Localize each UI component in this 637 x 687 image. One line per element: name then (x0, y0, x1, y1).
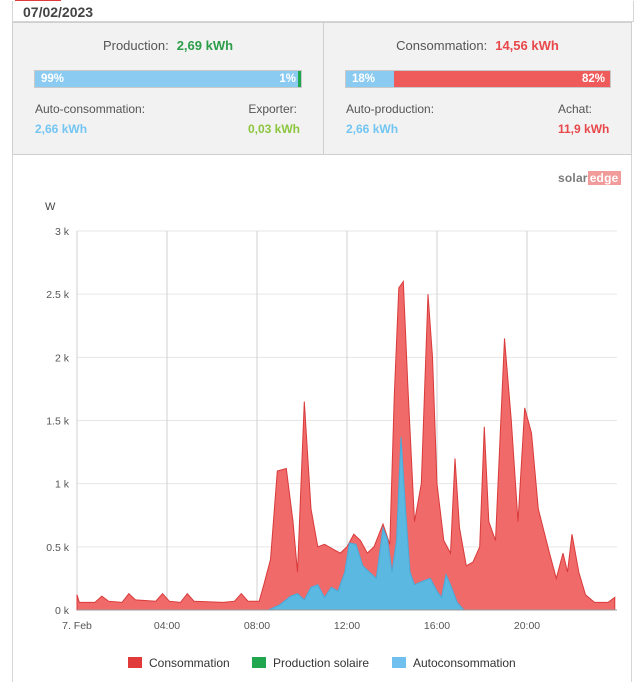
export-label: Exporter: (248, 102, 297, 116)
y-tick-label: 2.5 k (46, 289, 70, 301)
production-export-segment (298, 71, 301, 87)
y-axis-label: W (45, 201, 56, 213)
consumption-import-segment (393, 71, 610, 87)
x-tick-label: 16:00 (424, 620, 450, 632)
legend-consumption[interactable]: Consommation (149, 656, 230, 670)
consumption-title: Consommation: 14,56 kWh (324, 38, 631, 53)
date-header: 07/02/2023 (12, 1, 634, 22)
purchase-value: 11,9 kWh (558, 122, 610, 136)
x-tick-label: 04:00 (154, 620, 180, 632)
date-label: 07/02/2023 (23, 4, 94, 20)
production-self-segment (35, 71, 299, 87)
export-value: 0,03 kWh (247, 122, 300, 136)
self-production-value: 2,66 kWh (346, 122, 399, 136)
production-export-percent: 1% (279, 73, 296, 85)
logo-solar-text: solar (558, 171, 588, 185)
y-tick-label: 3 k (55, 226, 70, 238)
y-tick-label: 2 k (55, 352, 70, 364)
production-self-percent: 99% (41, 73, 65, 85)
y-tick-label: 1.5 k (46, 416, 70, 428)
production-label: Production: (102, 38, 169, 53)
y-tick-label: 1 k (55, 479, 70, 491)
solaredge-logo: solar edge (558, 171, 621, 185)
consumption-split-bar: 18% 82% (345, 70, 611, 88)
self-consumption-value: 2,66 kWh (35, 122, 88, 136)
consumption-panel: Consommation: 14,56 kWh 18% 82% Auto-prod… (323, 22, 632, 155)
x-tick-label: 20:00 (514, 620, 540, 632)
y-tick-label: 0 k (55, 605, 70, 617)
x-tick-label: 7. Feb (62, 620, 92, 632)
power-chart-container: solar edge 0 k 0.5 k 1 k 1.5 k 2 k 2.5 k 3 k 7. … (12, 155, 632, 682)
production-value: 2,69 kWh (176, 38, 234, 53)
consumption-label: Consommation: (396, 38, 488, 53)
self-consumption-label: Auto-consommation: (35, 102, 146, 116)
production-title: Production: 2,69 kWh (13, 38, 323, 53)
legend-self-consumption[interactable]: Autoconsommation (413, 656, 516, 670)
consumption-area[interactable] (76, 280, 616, 611)
legend-solar-production[interactable]: Production solaire (273, 656, 369, 670)
purchase-label: Achat: (558, 102, 593, 116)
consumption-self-percent: 18% (352, 73, 376, 85)
legend-consumption-swatch (128, 657, 142, 668)
legend-self-consumption-swatch (392, 657, 406, 668)
consumption-value: 14,56 kWh (495, 38, 559, 53)
self-production-label: Auto-production: (346, 102, 435, 116)
y-tick-label: 0.5 k (46, 542, 70, 554)
consumption-import-percent: 82% (581, 73, 605, 85)
logo-edge-text: edge (587, 171, 621, 185)
self-consumption-area[interactable] (77, 436, 617, 611)
consumption-self-segment (346, 71, 394, 87)
x-tick-label: 08:00 (244, 620, 270, 632)
production-panel: Production: 2,69 kWh 99% 1% Auto-consomma… (12, 22, 324, 155)
legend-solar-production-swatch (252, 657, 266, 668)
power-chart[interactable]: 0 k 0.5 k 1 k 1.5 k 2 k 2.5 k 3 k 7. Feb 04:00 08… (13, 155, 631, 682)
x-tick-label: 12:00 (334, 620, 360, 632)
production-split-bar: 99% 1% (34, 70, 302, 88)
